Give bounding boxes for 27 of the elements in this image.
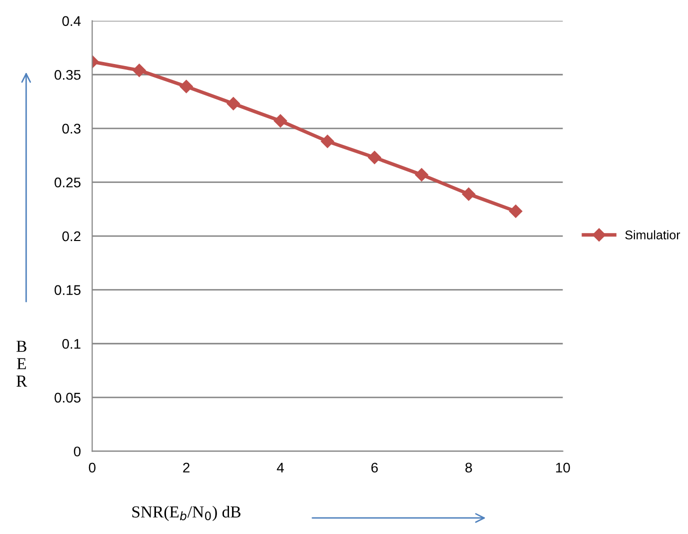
x-tick-label: 0 xyxy=(88,462,96,473)
y-tick-label: 0.2 xyxy=(62,231,80,242)
x-tick-label: 8 xyxy=(465,462,472,473)
point xyxy=(462,187,476,201)
y-tick-label: 0.1 xyxy=(62,338,80,349)
point xyxy=(320,134,334,148)
y-tick-label: 0.05 xyxy=(54,392,80,403)
point xyxy=(368,150,382,164)
x-tick-label: 10 xyxy=(556,462,570,473)
x-tick-label: 6 xyxy=(371,462,378,473)
x-tick-label: 2 xyxy=(183,462,190,472)
point xyxy=(180,80,193,94)
y-axis-title: BER xyxy=(16,340,28,387)
y-tick-label: 0.3 xyxy=(62,124,80,134)
legend-label: Simulatior xyxy=(625,230,680,240)
x-axis-title: SNR(E$_{b}$/N$_{0}$) dB xyxy=(132,506,240,521)
y-tick-label: 0.35 xyxy=(54,70,80,80)
y-tick-label: 0.15 xyxy=(54,285,80,295)
point xyxy=(226,97,240,110)
point xyxy=(132,64,146,77)
x-tick-label: 4 xyxy=(276,462,284,472)
y-tick-label: 0 xyxy=(74,446,81,456)
y-tick-label: 0.4 xyxy=(62,16,81,26)
point xyxy=(509,204,522,218)
point xyxy=(415,168,428,182)
y-tick-label: 0.25 xyxy=(54,178,80,188)
point xyxy=(274,114,288,128)
